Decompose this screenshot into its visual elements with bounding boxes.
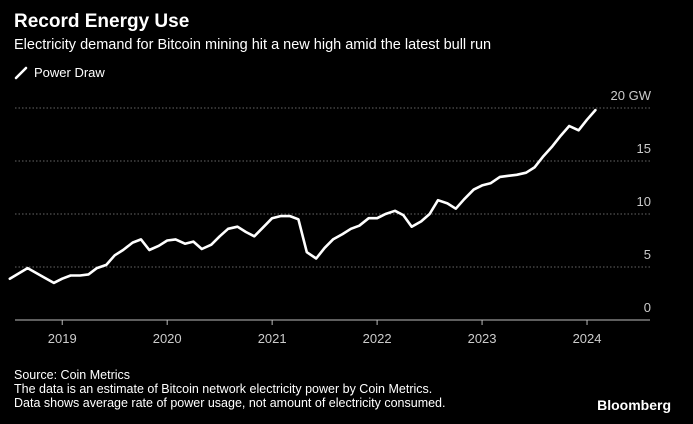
x-tick-label-2023: 2023 xyxy=(468,331,497,346)
x-tick-label-2019: 2019 xyxy=(48,331,77,346)
series-line-0 xyxy=(8,108,597,285)
y-tick-label-10: 10 xyxy=(637,194,651,209)
y-tick-label-20: 20 GW xyxy=(611,88,652,103)
usage-note: Data shows average rate of power usage, … xyxy=(14,396,446,410)
source-note: Source: Coin Metrics xyxy=(14,368,131,382)
method-note: The data is an estimate of Bitcoin netwo… xyxy=(14,382,433,396)
y-tick-label-5: 5 xyxy=(644,247,651,262)
bloomberg-logo: Bloomberg xyxy=(597,397,671,413)
x-tick-label-2020: 2020 xyxy=(153,331,182,346)
x-tick-label-2021: 2021 xyxy=(258,331,287,346)
legend: Power Draw xyxy=(14,65,105,80)
x-tick-label-2024: 2024 xyxy=(573,331,602,346)
x-tick-label-2022: 2022 xyxy=(363,331,392,346)
y-tick-label-0: 0 xyxy=(644,300,651,315)
chart-title: Record Energy Use xyxy=(14,11,190,32)
y-tick-label-15: 15 xyxy=(637,141,651,156)
chart-subtitle: Electricity demand for Bitcoin mining hi… xyxy=(14,37,492,53)
legend-swatch xyxy=(14,66,28,79)
legend-label-power-draw: Power Draw xyxy=(34,65,105,80)
chart-footer: Source: Coin Metrics The data is an esti… xyxy=(14,368,445,410)
